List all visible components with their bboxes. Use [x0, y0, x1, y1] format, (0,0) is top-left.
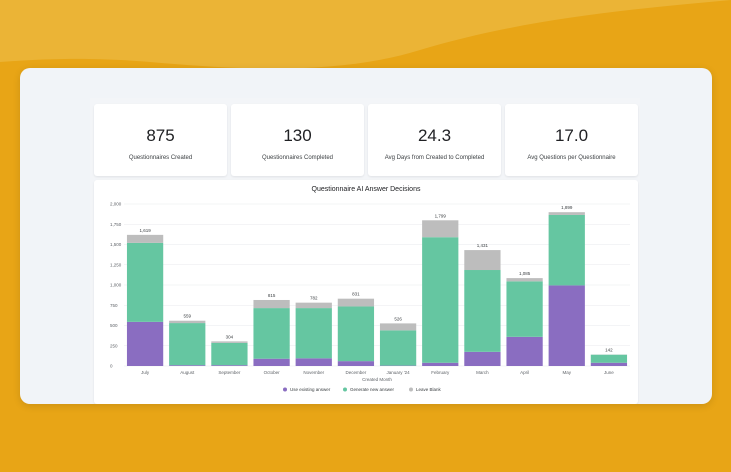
- bar-segment: [590, 354, 628, 363]
- bar-segment: [506, 278, 543, 282]
- bar-segment: [295, 308, 332, 359]
- x-tick-label: September: [218, 370, 241, 375]
- bar-segment: [548, 214, 585, 286]
- kpi-label: Questionnaires Completed: [261, 155, 334, 161]
- bar-segment: [126, 234, 164, 243]
- bar-segment: [253, 358, 290, 366]
- kpi-questionnaires-completed: 130 Questionnaires Completed: [231, 104, 364, 176]
- kpi-row: 875 Questionnaires Created 130 Questionn…: [94, 104, 638, 176]
- chart-title: Questionnaire AI Answer Decisions: [311, 186, 421, 193]
- total-data-label: 815: [268, 293, 276, 298]
- total-data-label: 304: [226, 334, 234, 339]
- y-tick-label: 1,250: [110, 262, 122, 267]
- kpi-label: Avg Questions per Questionnaire: [527, 155, 616, 161]
- bar-segment: [169, 323, 206, 366]
- bar-segment: [379, 323, 417, 331]
- bar-segment: [295, 302, 332, 309]
- bar-segment: [253, 308, 290, 359]
- bar-segment: [337, 298, 375, 307]
- stacked-bar-chart: 0 250 500 750 1,000 1,250 1,500 1,750 2,000 1,619…: [110, 202, 630, 392]
- dashboard: 875 Questionnaires Created 130 Questionn…: [90, 98, 640, 404]
- kpi-avg-questions: 17.0 Avg Questions per Questionnaire: [505, 104, 638, 176]
- y-tick-label: 1,000: [110, 283, 122, 288]
- bar-segment: [464, 250, 501, 271]
- bar-segment: [211, 341, 248, 343]
- bar-segment: [506, 281, 543, 337]
- x-tick-label: March: [476, 370, 489, 375]
- bar-segment: [126, 321, 164, 366]
- legend-swatch: [283, 387, 287, 392]
- bar-segment: [506, 336, 543, 366]
- bar-segment: [379, 330, 417, 366]
- kpi-label: Questionnaires Created: [128, 155, 193, 161]
- legend-label: Use existing answer: [290, 387, 331, 392]
- y-tick-label: 1,750: [110, 222, 122, 227]
- kpi-value: 24.3: [417, 126, 452, 145]
- x-tick-label: December: [346, 370, 367, 375]
- dashboard-window: 875 Questionnaires Created 130 Questionn…: [20, 68, 712, 404]
- x-tick-label: May: [562, 370, 571, 375]
- bar-segment: [211, 365, 248, 366]
- kpi-avg-days: 24.3 Avg Days from Created to Completed: [368, 104, 501, 176]
- bar-segment: [422, 237, 459, 363]
- bar-segment: [548, 285, 585, 366]
- x-tick-label: April: [520, 370, 529, 375]
- x-tick-label: August: [180, 370, 195, 375]
- bar-segment: [464, 351, 501, 366]
- x-tick-label: January '24: [387, 370, 411, 375]
- x-tick-label: October: [264, 370, 281, 375]
- bar-segment: [295, 358, 332, 366]
- bar-segment: [169, 320, 206, 324]
- x-tick-label: February: [431, 370, 450, 375]
- y-tick-label: 750: [110, 303, 118, 308]
- y-tick-label: 2,000: [110, 202, 122, 207]
- total-data-label: 142: [605, 347, 613, 352]
- total-data-label: 1,899: [561, 205, 573, 210]
- y-tick-label: 500: [110, 323, 118, 328]
- bar-segment: [211, 342, 248, 366]
- x-tick-label: November: [303, 370, 324, 375]
- total-data-label: 559: [183, 314, 191, 319]
- y-tick-label: 0: [110, 364, 113, 369]
- kpi-value: 130: [283, 126, 312, 145]
- total-data-label: 1,799: [435, 213, 447, 218]
- legend-swatch: [409, 387, 413, 392]
- total-data-label: 1,085: [519, 271, 531, 276]
- bar-segment: [422, 362, 459, 366]
- bar-segment: [422, 220, 459, 238]
- total-data-label: 831: [352, 292, 360, 297]
- total-data-label: 1,619: [139, 228, 151, 233]
- x-tick-label: July: [141, 370, 150, 375]
- bar-segment: [590, 362, 628, 366]
- bar-segment: [126, 242, 164, 322]
- legend-label: Generate new answer: [350, 387, 395, 392]
- bar-segment: [253, 299, 290, 309]
- bar-segment: [464, 270, 501, 352]
- total-data-label: 526: [394, 316, 402, 321]
- total-data-label: 1,431: [477, 243, 489, 248]
- chart-card: Questionnaire AI Answer Decisions 0 250 50…: [94, 180, 638, 404]
- x-axis-label: Created Month: [362, 377, 392, 382]
- bar-segment: [169, 365, 206, 366]
- legend-label: Leave Blank: [416, 387, 442, 392]
- bar-segment: [337, 361, 375, 366]
- bar-segment: [337, 306, 375, 362]
- kpi-label: Avg Days from Created to Completed: [384, 155, 485, 161]
- legend-swatch: [343, 387, 347, 392]
- bar-segment: [548, 212, 585, 215]
- kpi-questionnaires-created: 875 Questionnaires Created: [94, 104, 227, 176]
- y-tick-label: 1,500: [110, 242, 122, 247]
- kpi-value: 875: [146, 126, 175, 145]
- total-data-label: 782: [310, 296, 318, 301]
- x-tick-label: June: [604, 370, 614, 375]
- kpi-value: 17.0: [554, 126, 589, 145]
- y-tick-label: 250: [110, 343, 118, 348]
